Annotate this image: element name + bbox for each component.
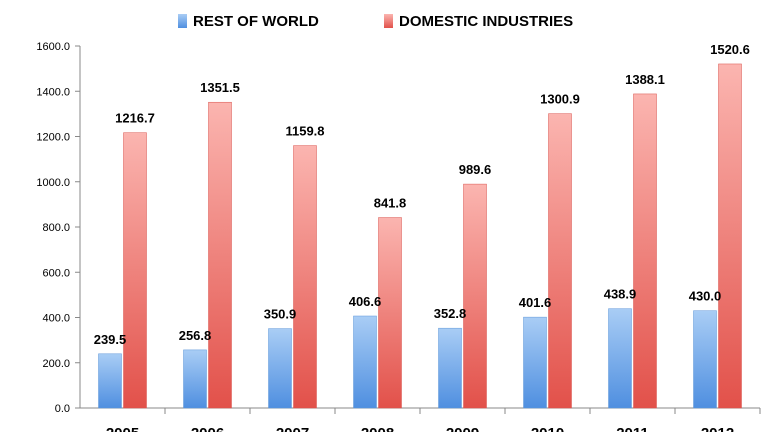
bar-rest-of-world-2010	[523, 316, 547, 409]
x-tick-label: 2007	[276, 425, 309, 432]
bar-domestic-industries-2011	[633, 93, 657, 409]
data-labels: 239.5 1216.7 256.8 1351.5 350.9 1159.8 406.6 84…	[94, 42, 750, 347]
x-tick-label: 2008	[361, 425, 394, 432]
bar-domestic-industries-2012	[718, 63, 742, 409]
y-tick-label: 600.0	[42, 267, 70, 279]
bar-rest-of-world-2006	[183, 349, 207, 409]
y-tick-label: 0.0	[55, 403, 70, 415]
data-label: 1388.1	[625, 72, 665, 87]
legend-label: DOMESTIC INDUSTRIES	[399, 13, 573, 30]
x-tick-label: 2010	[531, 425, 564, 432]
data-label: 1159.8	[285, 124, 324, 139]
x-tick-label: 2005	[106, 425, 139, 432]
data-label: 256.8	[179, 328, 212, 343]
bar-rest-of-world-2012	[693, 310, 717, 409]
bar-domestic-industries-2010	[548, 113, 572, 409]
legend-label: REST OF WORLD	[193, 13, 319, 30]
x-tick-label: 2006	[191, 425, 224, 432]
y-tick-label: 1200.0	[36, 132, 70, 144]
bar-domestic-industries-2009	[463, 183, 487, 409]
bar-domestic-industries-2006	[208, 101, 232, 409]
y-tick-label: 800.0	[42, 222, 70, 234]
y-tick-label: 1600.0	[36, 41, 70, 53]
y-tick-label: 1400.0	[36, 86, 70, 98]
legend: REST OF WORLD DOMESTIC INDUSTRIES	[178, 13, 573, 30]
x-axis: 2005 2006 2007 2008 2009 2010 2011 2012	[106, 408, 761, 432]
data-label: 406.6	[349, 294, 382, 309]
data-label: 438.9	[604, 287, 637, 302]
bars	[98, 63, 742, 409]
data-label: 1216.7	[115, 111, 155, 126]
bar-rest-of-world-2007	[268, 328, 292, 409]
data-label: 239.5	[94, 332, 127, 347]
data-label: 1351.5	[200, 80, 240, 95]
data-label: 350.9	[264, 307, 297, 322]
legend-swatch	[384, 14, 393, 28]
bar-rest-of-world-2008	[353, 315, 377, 409]
bar-domestic-industries-2005	[123, 132, 147, 409]
data-label: 989.6	[459, 162, 492, 177]
x-tick-label: 2011	[616, 425, 649, 432]
data-label: 841.8	[374, 196, 407, 211]
bar-rest-of-world-2005	[98, 353, 122, 409]
y-tick-label: 1000.0	[36, 177, 70, 189]
legend-swatch	[178, 14, 187, 28]
bar-rest-of-world-2011	[608, 308, 632, 409]
data-label: 1300.9	[540, 92, 580, 107]
x-tick-label: 2009	[446, 425, 479, 432]
bar-domestic-industries-2008	[378, 217, 402, 409]
x-tick-label: 2012	[701, 425, 734, 432]
y-tick-label: 200.0	[42, 358, 70, 370]
y-tick-label: 400.0	[42, 313, 70, 325]
data-label: 352.8	[434, 306, 467, 321]
bar-domestic-industries-2007	[293, 145, 317, 409]
data-label: 430.0	[689, 289, 722, 304]
data-label: 1520.6	[710, 42, 750, 57]
data-label: 401.6	[519, 295, 552, 310]
bar-rest-of-world-2009	[438, 327, 462, 409]
